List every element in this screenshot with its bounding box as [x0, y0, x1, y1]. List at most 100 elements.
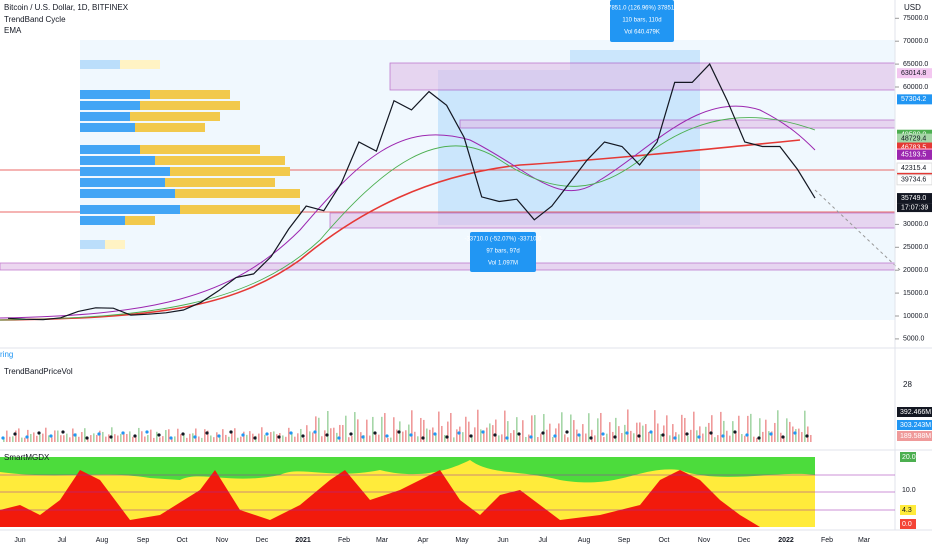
- volume-bar: [408, 424, 410, 442]
- volume-dot: [649, 430, 653, 434]
- volume-bar: [231, 430, 233, 442]
- volume-bar: [171, 437, 173, 442]
- volume-bar: [93, 433, 95, 442]
- volume-bar: [288, 427, 290, 442]
- price-tick-label: 75000.0: [903, 15, 928, 22]
- volume-bar: [537, 437, 539, 442]
- volume-bar: [9, 436, 11, 442]
- time-tick-label: Oct: [659, 537, 670, 544]
- volume-bar: [294, 436, 296, 442]
- volume-bar: [606, 433, 608, 442]
- volume-bar: [87, 437, 89, 442]
- volume-bar: [291, 432, 293, 442]
- volume-bar: [75, 433, 77, 442]
- volume-bar: [81, 432, 83, 442]
- volume-bar: [441, 425, 443, 442]
- volume-dot: [517, 432, 521, 436]
- volume-dot: [733, 430, 737, 434]
- volume-bar: [804, 410, 806, 442]
- volume-bar: [318, 417, 320, 442]
- volume-bar: [612, 431, 614, 442]
- volume-bar: [777, 410, 779, 442]
- volume-dot: [445, 435, 449, 439]
- volume-dot: [505, 436, 509, 440]
- volume-dot: [433, 432, 437, 436]
- time-tick-label: Mar: [376, 537, 389, 544]
- volume-dot: [205, 431, 209, 435]
- volume-bar: [525, 436, 527, 442]
- volume-bar: [477, 409, 479, 442]
- price-layer: [7, 63, 816, 321]
- volume-bar: [156, 431, 158, 442]
- volume-bar: [384, 413, 386, 442]
- volume-dot: [181, 432, 185, 436]
- volume-dot: [805, 434, 809, 438]
- volume-bar: [480, 429, 482, 442]
- measure-text: 110 bars, 110d: [622, 18, 661, 24]
- price-marker: [897, 68, 932, 79]
- volume-dot: [277, 435, 281, 439]
- volume-bar: [582, 424, 584, 442]
- volume-bar: [300, 428, 302, 442]
- time-tick-label: Feb: [821, 537, 833, 544]
- volume-dot: [265, 432, 269, 436]
- volume-bar: [153, 437, 155, 442]
- volume-bar: [120, 433, 122, 442]
- volume-bar: [162, 436, 164, 442]
- volume-dot: [601, 432, 605, 436]
- volume-bar: [372, 416, 374, 442]
- clock-box: [897, 203, 932, 213]
- volume-dot: [241, 433, 245, 437]
- volume-bar: [426, 428, 428, 442]
- volume-bar: [228, 436, 230, 442]
- volume-bar: [648, 431, 650, 442]
- time-tick-label: 2022: [778, 537, 794, 544]
- volume-bar: [474, 427, 476, 442]
- volume-bar: [249, 431, 251, 442]
- volume-bar: [375, 434, 377, 442]
- volume-bar: [516, 417, 518, 442]
- volume-bar: [558, 423, 560, 442]
- volume-dot: [721, 434, 725, 438]
- volume-bar: [645, 424, 647, 442]
- volume-bar: [789, 421, 791, 442]
- volume-bar: [138, 427, 140, 442]
- volume-bar: [204, 429, 206, 442]
- volume-dot: [673, 436, 677, 440]
- volume-bar: [210, 435, 212, 442]
- time-tick-label: Aug: [578, 537, 591, 544]
- panel-title: TrendBandPriceVol: [4, 367, 73, 376]
- measure-texts: 37851.0 (126.96%) 37851.0 110 bars, 110d V…: [464, 6, 679, 267]
- volume-dot: [685, 432, 689, 436]
- volume-bar: [552, 437, 554, 442]
- volume-bar: [588, 413, 590, 442]
- volume-bar: [519, 435, 521, 442]
- volume-bar: [633, 433, 635, 442]
- volume-profile: [80, 60, 300, 249]
- measure-down-area: [438, 70, 570, 225]
- ema-200: [0, 139, 801, 321]
- volume-bar: [720, 411, 722, 442]
- volume-dot: [61, 430, 65, 434]
- volume-bar: [177, 428, 179, 442]
- volume-bar: [183, 433, 185, 442]
- volume-bar: [303, 437, 305, 442]
- volume-dot: [325, 433, 329, 437]
- volume-bar: [225, 434, 227, 442]
- panel-scale: 28: [903, 380, 912, 389]
- volume-bar: [60, 435, 62, 442]
- volume-dot: [13, 432, 17, 436]
- volume-bar: [450, 412, 452, 442]
- volume-bar: [750, 413, 752, 442]
- volume-bar: [15, 430, 17, 442]
- volume-bar: [345, 415, 347, 442]
- price-tick-label: 25000.0: [903, 244, 928, 251]
- volume-dot: [97, 432, 101, 436]
- volume-bar: [621, 433, 623, 442]
- volume-dot: [313, 430, 317, 434]
- volume-bar: [642, 425, 644, 442]
- currency-label: USD: [904, 3, 921, 12]
- volume-bar: [18, 428, 20, 442]
- volume-bar: [72, 428, 74, 442]
- volume-bar: [201, 437, 203, 442]
